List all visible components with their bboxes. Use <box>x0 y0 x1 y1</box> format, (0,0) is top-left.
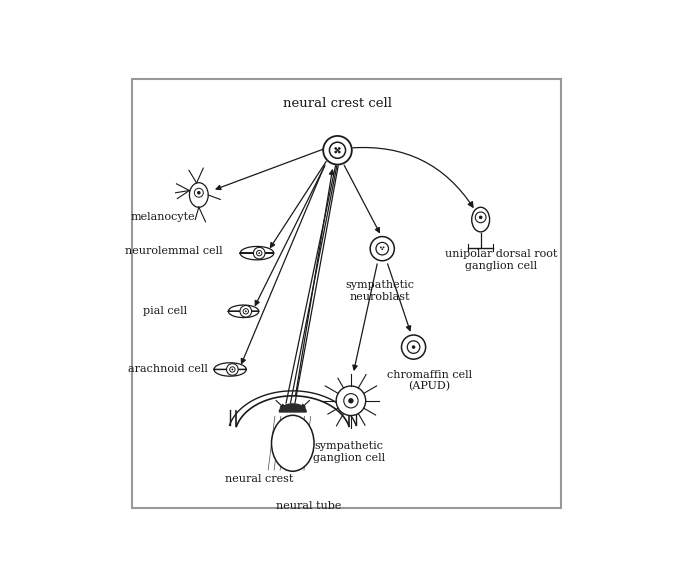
Circle shape <box>412 345 415 349</box>
Circle shape <box>338 150 341 153</box>
Circle shape <box>254 248 265 259</box>
Circle shape <box>335 150 337 153</box>
Text: arachnoid cell: arachnoid cell <box>128 364 208 375</box>
Circle shape <box>323 136 352 164</box>
Ellipse shape <box>272 415 314 471</box>
Text: melanocyte: melanocyte <box>130 212 195 223</box>
Text: sympathetic
ganglion cell: sympathetic ganglion cell <box>312 442 385 463</box>
Circle shape <box>381 248 383 250</box>
Circle shape <box>256 250 262 256</box>
Circle shape <box>370 236 394 261</box>
Ellipse shape <box>472 207 489 232</box>
Circle shape <box>194 188 203 197</box>
Text: pial cell: pial cell <box>143 306 187 316</box>
Text: chromaffin cell
(APUD): chromaffin cell (APUD) <box>387 370 472 392</box>
Circle shape <box>230 367 235 372</box>
Circle shape <box>231 368 233 370</box>
Circle shape <box>348 398 354 403</box>
Text: neural tube: neural tube <box>276 501 341 511</box>
Circle shape <box>240 306 251 317</box>
Circle shape <box>335 147 337 150</box>
FancyArrowPatch shape <box>353 148 473 207</box>
Circle shape <box>245 310 247 312</box>
Text: neurolemmal cell: neurolemmal cell <box>126 246 223 256</box>
Ellipse shape <box>189 182 208 207</box>
Circle shape <box>243 309 249 314</box>
Polygon shape <box>279 404 306 412</box>
Text: neural crest cell: neural crest cell <box>283 97 392 110</box>
Circle shape <box>329 142 345 158</box>
Text: unipolar dorsal root
ganglion cell: unipolar dorsal root ganglion cell <box>445 249 557 271</box>
Circle shape <box>479 216 483 219</box>
Circle shape <box>475 212 486 223</box>
Circle shape <box>197 191 201 195</box>
Text: sympathetic
neuroblast: sympathetic neuroblast <box>345 281 414 302</box>
Circle shape <box>336 149 339 152</box>
Circle shape <box>226 364 238 375</box>
Circle shape <box>336 386 366 415</box>
Circle shape <box>380 246 382 248</box>
Circle shape <box>402 335 426 359</box>
Circle shape <box>383 246 385 248</box>
Circle shape <box>338 147 341 150</box>
Circle shape <box>258 252 260 254</box>
Circle shape <box>376 242 389 255</box>
Circle shape <box>344 393 358 408</box>
Circle shape <box>408 341 420 353</box>
Text: neural crest: neural crest <box>225 474 293 484</box>
